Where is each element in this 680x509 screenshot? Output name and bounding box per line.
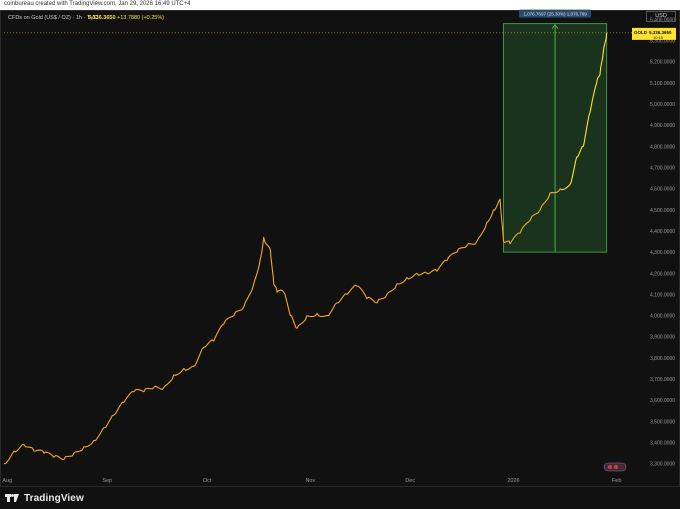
legend-symbol: CFDs on Gold (US$ / OZ) · 1h · TVC bbox=[8, 15, 98, 21]
x-tick-label: Oct bbox=[203, 478, 212, 484]
x-tick-label: Nov bbox=[305, 478, 315, 484]
measure-arrow-head bbox=[551, 23, 559, 29]
tradingview-logo[interactable]: TradingView bbox=[5, 492, 84, 504]
y-tick-label: 4,200.0000 bbox=[650, 271, 675, 277]
x-tick-label: Feb bbox=[612, 478, 621, 484]
price-tag-value: 5,336.3650 bbox=[649, 30, 672, 35]
y-tick-label: 4,500.0000 bbox=[650, 208, 675, 214]
measure-label-bg bbox=[519, 9, 592, 18]
tradingview-mark-icon bbox=[5, 493, 20, 503]
y-tick-label: 4,400.0000 bbox=[650, 229, 675, 235]
legend-last-price: 5,336.3650 bbox=[88, 15, 116, 21]
y-tick-label: 3,700.0000 bbox=[650, 377, 675, 383]
y-tick-label: 4,800.0000 bbox=[650, 144, 675, 150]
y-tick-label: 4,000.0000 bbox=[650, 314, 675, 320]
measure-label: 1,076.7697 (25.30%) 1,076,769 bbox=[523, 12, 587, 17]
y-tick-label: 5,100.0000 bbox=[650, 81, 675, 87]
price-tag-symbol: GOLD bbox=[634, 30, 648, 35]
x-tick-label: Aug bbox=[2, 478, 12, 484]
tradingview-wordmark: TradingView bbox=[24, 492, 84, 504]
currency-selector[interactable]: USD bbox=[646, 11, 676, 22]
price-tag-sub: 10:10 bbox=[653, 35, 664, 40]
last-price-tag[interactable] bbox=[632, 27, 676, 40]
y-tick-label: 3,600.0000 bbox=[650, 398, 675, 404]
x-tick-label: 2026 bbox=[507, 478, 519, 484]
y-tick-label: 4,600.0000 bbox=[650, 187, 675, 193]
y-tick-label: 4,700.0000 bbox=[650, 166, 675, 172]
footer-bar: TradingView bbox=[0, 487, 680, 509]
price-line-history bbox=[3, 188, 561, 465]
y-tick-label: 3,300.0000 bbox=[650, 462, 675, 468]
event-dot-icon bbox=[607, 464, 613, 470]
y-tick-label: 5,000.0000 bbox=[650, 102, 675, 108]
attribution-bar: coinbureau created with TradingView.com,… bbox=[0, 0, 680, 10]
price-line-recent bbox=[559, 32, 608, 191]
event-dot-icon bbox=[613, 464, 619, 470]
y-tick-label: 4,900.0000 bbox=[650, 123, 675, 129]
y-tick-label: 3,400.0000 bbox=[650, 441, 675, 447]
y-tick-label: 3,500.0000 bbox=[650, 419, 675, 425]
x-tick-label: Dec bbox=[405, 478, 415, 484]
legend-change: +13.7880 (+0.25%) bbox=[117, 15, 164, 21]
y-tick-label: 5,400.0000 bbox=[650, 17, 675, 23]
y-tick-label: 4,100.0000 bbox=[650, 292, 675, 298]
y-tick-label: 3,800.0000 bbox=[650, 356, 675, 362]
x-tick-label: Sep bbox=[102, 478, 112, 484]
currency-label: USD bbox=[655, 13, 667, 19]
y-tick-label: 4,300.0000 bbox=[650, 250, 675, 256]
y-tick-label: 5,200.0000 bbox=[650, 60, 675, 66]
y-tick-label: 3,900.0000 bbox=[650, 335, 675, 341]
y-tick-label: 5,300.0000 bbox=[650, 39, 675, 45]
attribution-text: coinbureau created with TradingView.com,… bbox=[4, 1, 191, 7]
